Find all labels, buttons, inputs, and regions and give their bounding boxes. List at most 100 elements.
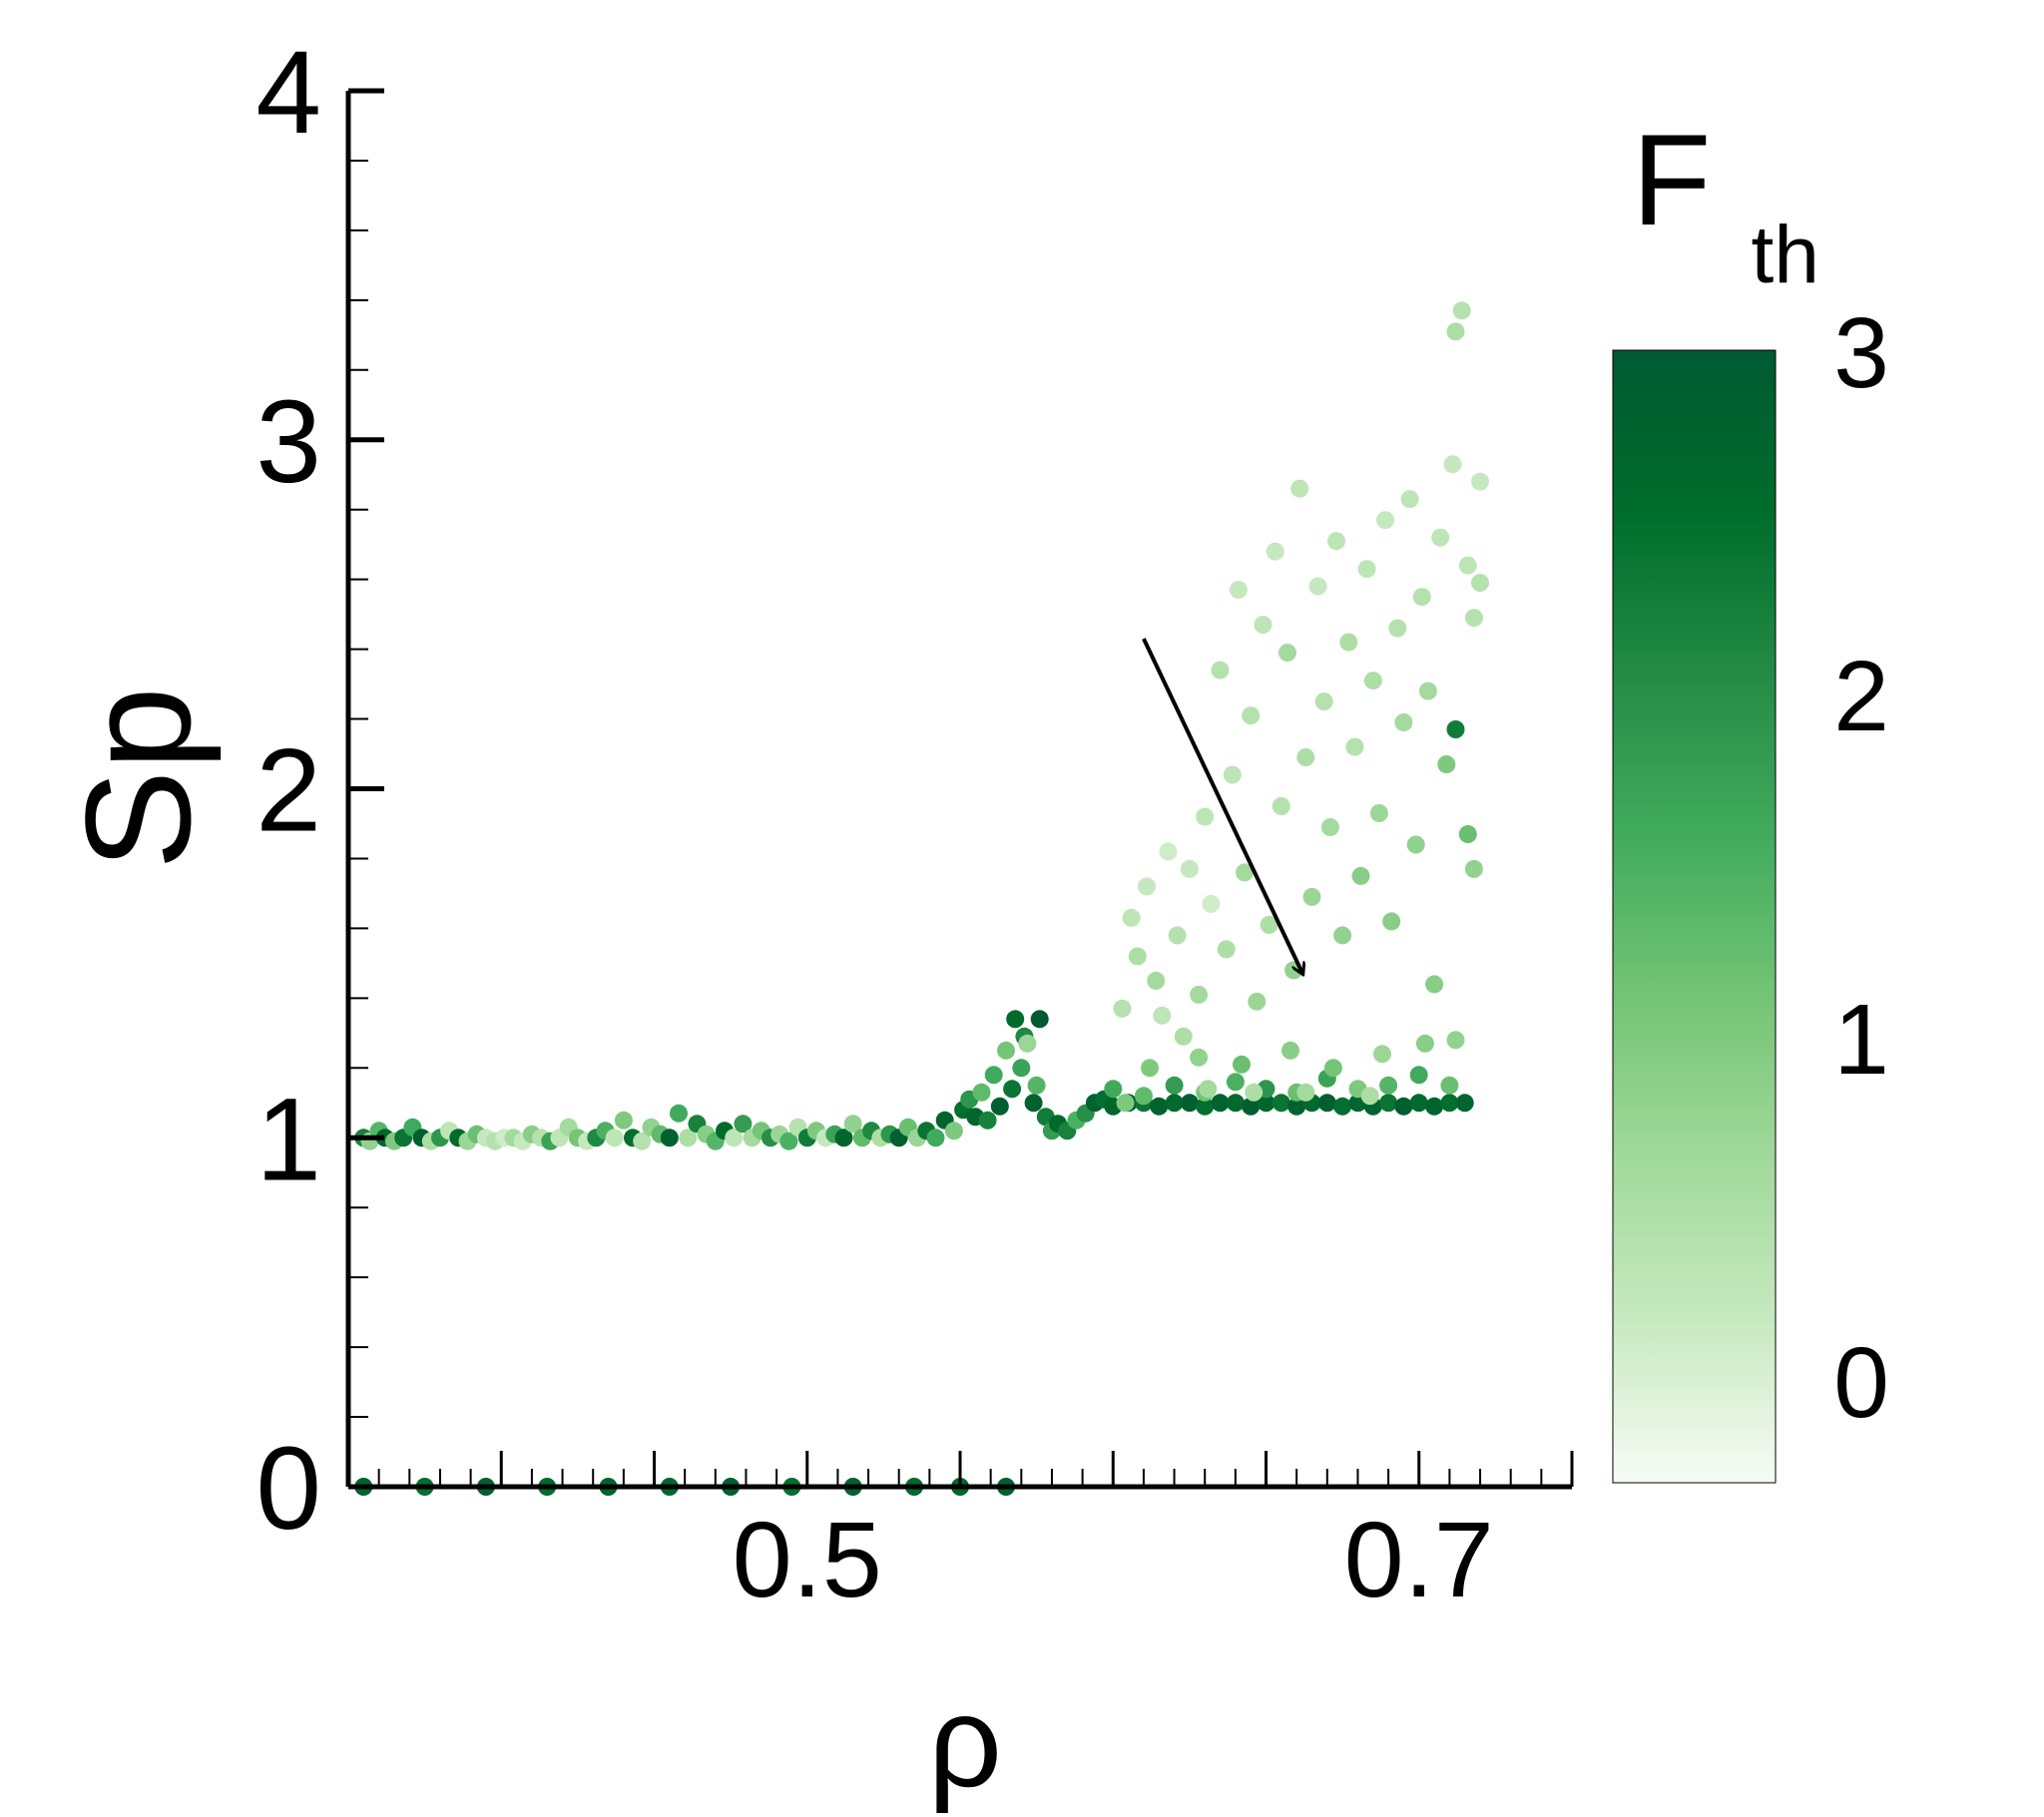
data-point	[1431, 528, 1450, 547]
data-point	[1180, 859, 1199, 878]
data-point	[670, 1104, 688, 1123]
data-point	[1027, 1076, 1046, 1095]
data-point	[1314, 692, 1333, 711]
data-point	[997, 1041, 1015, 1060]
data-point	[1339, 633, 1358, 652]
data-point	[1150, 1097, 1169, 1116]
data-point	[1333, 926, 1352, 945]
colorbar-gradient	[1612, 349, 1777, 1484]
data-point	[1024, 1094, 1043, 1113]
data-point	[1357, 560, 1376, 579]
data-point	[1376, 511, 1394, 530]
y-tick-label: 4	[256, 27, 321, 159]
data-point	[1281, 1041, 1299, 1060]
data-point	[1412, 588, 1431, 607]
axes: 0 1 2 3 4 0.5 0.7	[256, 27, 1574, 1619]
data-point	[1452, 301, 1471, 320]
data-point	[605, 1129, 624, 1147]
y-tick-label: 0	[256, 1423, 321, 1555]
data-point	[1327, 532, 1345, 551]
data-point	[1196, 807, 1215, 826]
data-points	[354, 301, 1489, 1496]
data-point	[926, 1129, 945, 1147]
data-point	[972, 1083, 991, 1102]
data-point	[1406, 835, 1425, 854]
data-point	[1245, 1083, 1264, 1102]
data-point	[1308, 577, 1327, 596]
data-point	[1458, 825, 1477, 843]
y-major-ticks: 0 1 2 3 4	[256, 27, 384, 1555]
data-point	[1165, 1076, 1184, 1095]
data-point	[1323, 1059, 1342, 1078]
data-point	[1202, 894, 1221, 913]
data-point	[834, 1129, 853, 1147]
data-point	[1373, 1045, 1391, 1064]
data-point	[1455, 1094, 1474, 1113]
data-point	[1229, 581, 1248, 600]
data-point	[1379, 1076, 1398, 1095]
data-point	[1415, 1034, 1434, 1053]
colorbar-tick-labels: 0 1 2 3	[1833, 297, 1889, 1439]
y-tick-label: 1	[256, 1074, 321, 1205]
data-point	[1440, 1094, 1459, 1113]
data-point	[984, 1066, 1003, 1085]
data-point	[1400, 490, 1419, 509]
data-point	[779, 1132, 798, 1150]
data-point	[1196, 1097, 1215, 1116]
colorbar: F th 0 1 2 3	[1612, 107, 1889, 1484]
data-point	[1190, 1048, 1209, 1067]
data-point	[1236, 863, 1254, 882]
data-point	[1141, 1059, 1159, 1078]
data-point	[614, 1111, 633, 1130]
data-point	[1257, 1094, 1276, 1113]
data-point	[1254, 616, 1273, 635]
data-point	[1272, 797, 1290, 815]
y-tick-label: 2	[256, 725, 321, 857]
data-point	[1446, 720, 1465, 738]
data-point	[1471, 472, 1489, 491]
data-point	[1122, 908, 1141, 927]
data-point	[1351, 866, 1370, 885]
data-point	[1278, 644, 1296, 663]
data-point	[1464, 859, 1483, 878]
data-point	[1363, 672, 1382, 690]
data-point	[1030, 1010, 1049, 1029]
x-tick-label: 0.7	[1344, 1499, 1494, 1619]
data-point	[1233, 1055, 1251, 1074]
colorbar-title: F th	[1632, 107, 1819, 300]
data-point	[1296, 1083, 1315, 1102]
data-point	[1443, 455, 1462, 474]
data-point	[1211, 1094, 1230, 1113]
data-point	[1138, 877, 1156, 896]
data-point	[1418, 681, 1437, 700]
data-point	[1242, 1097, 1261, 1116]
data-point	[1382, 912, 1401, 931]
data-point	[1248, 992, 1267, 1011]
data-point	[1360, 1087, 1379, 1106]
data-point	[1226, 1073, 1245, 1092]
data-point	[1165, 1094, 1184, 1113]
data-point	[1190, 985, 1209, 1004]
colorbar-tick-label: 3	[1833, 297, 1889, 409]
data-point	[1128, 947, 1147, 966]
x-major-ticks: 0.5 0.7	[499, 1451, 1574, 1619]
data-point	[1458, 556, 1477, 575]
data-point	[1242, 706, 1261, 725]
data-point	[1003, 1080, 1022, 1099]
data-point	[1379, 1094, 1398, 1113]
data-point	[1425, 975, 1444, 994]
annotation-arrow	[1142, 638, 1302, 974]
data-point	[1333, 1097, 1352, 1116]
colorbar-tick-label: 0	[1833, 1327, 1889, 1439]
data-point	[843, 1115, 862, 1134]
data-point	[1464, 609, 1483, 628]
data-point	[1168, 926, 1187, 945]
data-point	[1147, 971, 1166, 990]
data-point	[1320, 818, 1339, 836]
data-point	[1290, 479, 1309, 498]
data-point	[1425, 1097, 1444, 1116]
arrow-shaft	[1142, 638, 1302, 974]
data-point	[1471, 574, 1489, 593]
data-point	[1409, 1066, 1428, 1085]
